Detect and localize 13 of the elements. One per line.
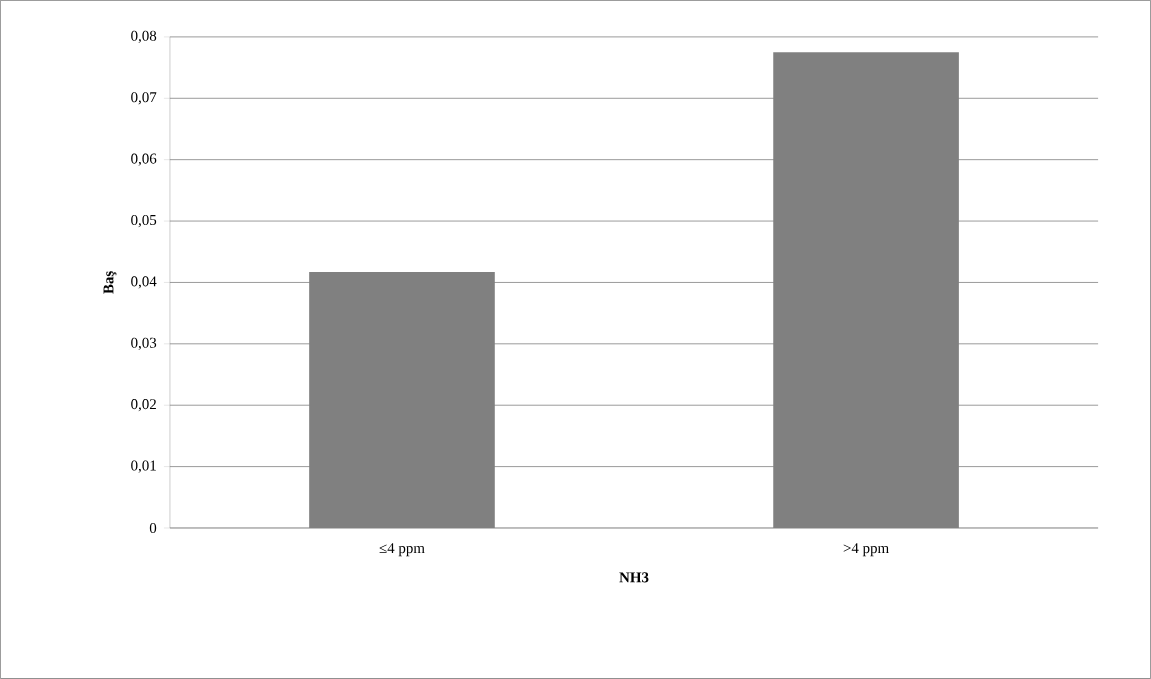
y-tick-label: 0,02 <box>131 399 156 412</box>
y-tick-label: 0 <box>149 522 157 534</box>
y-tick-label: 0,04 <box>131 276 157 289</box>
x-axis-title: NH3 <box>619 572 649 583</box>
y-tick-label: 0,03 <box>131 337 157 350</box>
x-tick-label: ≤4 ppm <box>379 543 425 557</box>
y-tick-label: 0,08 <box>131 30 157 44</box>
y-tick-label: 0,05 <box>131 214 157 228</box>
y-tick-label: 0,06 <box>131 153 157 166</box>
x-tick-label: >4 ppm <box>843 543 889 557</box>
y-tick-label: 0,07 <box>131 92 157 105</box>
y-axis-title: Baş <box>103 271 117 294</box>
y-tick-label: 0,01 <box>131 460 156 473</box>
